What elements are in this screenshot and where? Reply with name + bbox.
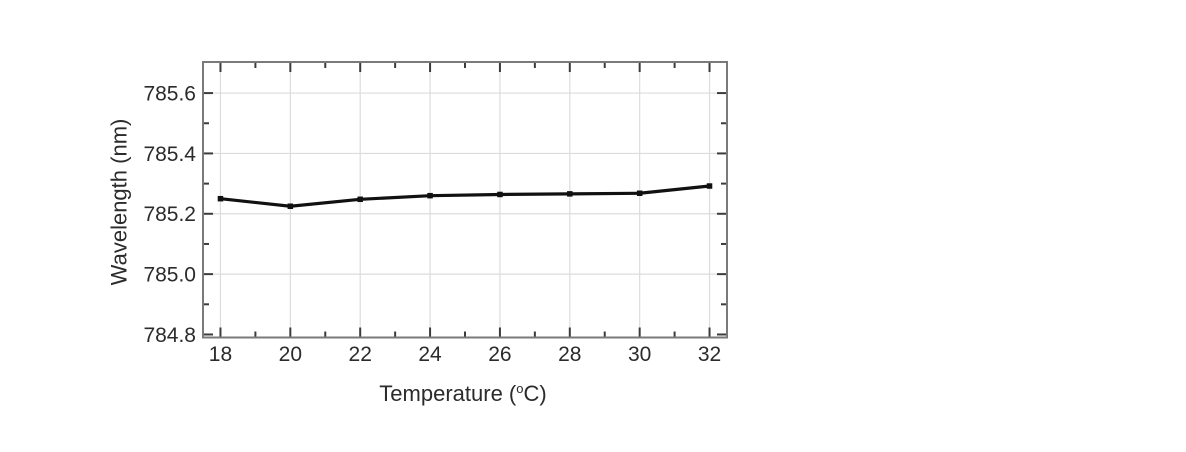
x-tick-label: 22	[349, 343, 372, 366]
data-point-marker	[357, 196, 363, 203]
y-tick-label: 784.8	[143, 324, 196, 347]
x-tick-label: 18	[209, 343, 232, 366]
data-point-marker	[636, 190, 643, 197]
data-point-marker	[287, 203, 294, 209]
data-point-marker	[706, 183, 713, 189]
y-tick-label: 785.2	[143, 203, 196, 226]
x-tick-label: 30	[628, 343, 651, 366]
y-axis-title: Wavelength (nm)	[107, 119, 132, 286]
data-point-marker	[567, 191, 573, 197]
x-axis-title: Temperature (oC)	[379, 381, 546, 406]
y-tick-label: 785.0	[143, 263, 196, 286]
y-tick-label: 785.4	[143, 143, 196, 166]
data-point-marker	[217, 195, 224, 202]
series-line	[218, 184, 712, 208]
x-tick-label: 28	[558, 343, 581, 366]
y-tick-label: 785.6	[143, 82, 196, 105]
data-point-marker	[427, 192, 433, 199]
data-point-marker	[497, 191, 503, 198]
x-tick-label: 26	[488, 343, 511, 366]
x-tick-label: 32	[698, 343, 721, 366]
x-tick-label: 20	[279, 343, 302, 366]
x-tick-label: 24	[418, 343, 442, 366]
plot-frame	[202, 61, 728, 339]
